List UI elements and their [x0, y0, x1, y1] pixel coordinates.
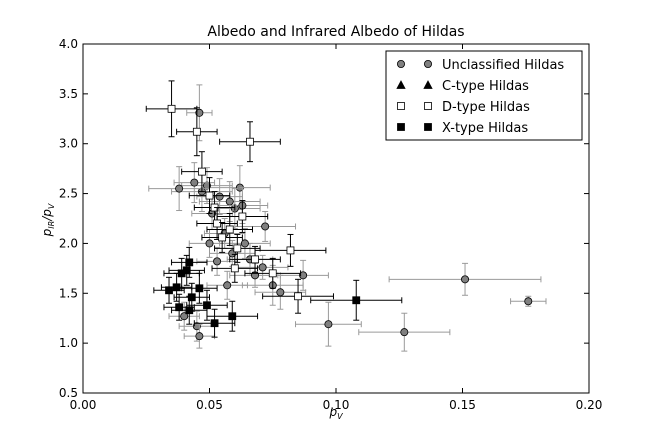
data-point	[213, 219, 221, 228]
data-point	[461, 275, 470, 284]
data-point	[192, 127, 201, 136]
data-point	[225, 197, 234, 206]
y-tick-label: 2.5	[59, 187, 78, 201]
legend: Unclassified Hildas C-type Hildas D-type H…	[385, 50, 583, 141]
data-point	[195, 332, 204, 341]
data-point	[352, 296, 361, 305]
data-point	[228, 312, 237, 321]
data-point	[195, 108, 204, 117]
data-point	[276, 288, 285, 297]
data-point	[205, 191, 214, 200]
data-point	[210, 319, 219, 328]
data-point	[286, 246, 295, 255]
data-point	[225, 225, 234, 234]
series-2	[145, 80, 334, 314]
data-point	[175, 184, 184, 193]
data-point	[187, 293, 196, 302]
y-tick-label: 0.5	[59, 386, 78, 400]
data-point	[218, 233, 227, 242]
data-point	[172, 283, 181, 292]
legend-label: X-type Hildas	[442, 121, 528, 136]
legend-marker	[423, 80, 433, 89]
y-tick-label: 1.0	[59, 336, 78, 350]
legend-label: Unclassified Hildas	[442, 58, 564, 73]
legend-marker	[396, 60, 405, 69]
data-point	[175, 303, 184, 312]
legend-entries: Unclassified Hildas C-type Hildas D-type H…	[396, 58, 564, 136]
x-axis-label: pV	[328, 405, 343, 421]
x-tick-label: 0.15	[449, 398, 476, 412]
legend-label: C-type Hildas	[442, 79, 529, 94]
data-point	[246, 137, 254, 146]
data-point	[185, 306, 194, 315]
legend-marker	[396, 80, 406, 89]
data-point	[223, 281, 232, 290]
y-tick-label: 3.0	[59, 137, 78, 151]
legend-marker	[424, 102, 432, 110]
data-point	[268, 269, 277, 278]
data-point	[324, 320, 333, 329]
y-tick-label: 3.5	[59, 87, 78, 101]
y-tick-label: 2.0	[59, 236, 78, 250]
y-tick-label: 1.5	[59, 286, 78, 300]
data-point	[195, 284, 204, 293]
data-point	[251, 255, 259, 264]
legend-marker	[397, 102, 405, 110]
data-point	[202, 181, 211, 190]
data-point	[258, 263, 267, 272]
axis-ticks: 0.00 0.05 0.10 0.15 0.20 0.5 1.0 1.5 2.0 2.5 3.0 3.…	[59, 37, 602, 412]
x-tick-label: 0.00	[70, 398, 97, 412]
data-point	[240, 239, 249, 248]
x-tick-label: 0.10	[323, 398, 350, 412]
chart-title: Albedo and Infrared Albedo of Hildas	[207, 24, 464, 40]
legend-marker	[423, 60, 432, 69]
data-point	[261, 222, 270, 231]
series-3	[153, 246, 403, 338]
data-point	[400, 328, 409, 337]
data-point	[230, 264, 239, 273]
data-point	[165, 286, 173, 295]
plot-area	[145, 80, 547, 352]
x-tick-label: 0.20	[576, 398, 603, 412]
data-point	[238, 212, 247, 221]
data-point	[190, 178, 199, 187]
legend-frame	[385, 50, 583, 141]
data-point	[198, 167, 206, 176]
legend-marker	[397, 123, 405, 131]
data-point	[180, 312, 189, 321]
data-point	[167, 104, 176, 113]
data-point	[524, 297, 533, 306]
x-tick-label: 0.05	[196, 398, 223, 412]
legend-marker	[424, 123, 432, 131]
data-point	[233, 244, 242, 253]
data-point	[299, 271, 308, 280]
legend-label: D-type Hildas	[442, 100, 530, 115]
y-axis-label: pIR/pV	[40, 203, 56, 237]
data-point	[213, 257, 222, 266]
data-point	[294, 292, 302, 301]
data-point	[205, 239, 214, 248]
y-tick-label: 4.0	[59, 37, 78, 51]
data-point	[185, 258, 194, 267]
data-point	[215, 192, 224, 201]
